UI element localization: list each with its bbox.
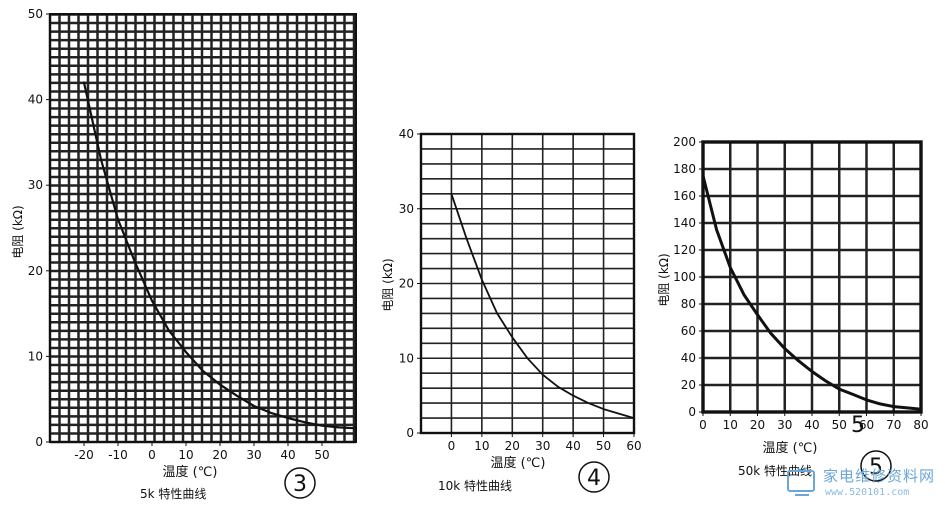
x-tick-label: -10 — [108, 448, 128, 462]
y-tick-label: 20 — [681, 378, 696, 392]
x-tick-label: 10 — [178, 448, 193, 462]
series-line — [450, 192, 635, 419]
y-tick-label: 60 — [681, 324, 696, 338]
x-tick-label: 0 — [148, 448, 156, 462]
y-tick-label: 160 — [673, 189, 696, 203]
y-tick-label: 100 — [673, 270, 696, 284]
chart-number: 5 — [869, 455, 883, 480]
x-tick-label: 20 — [505, 439, 520, 453]
watermark: 家电维修资料网 www.520101.com — [785, 463, 935, 505]
y-axis-label: 电阻 (kΩ) — [381, 258, 395, 311]
series-line — [701, 174, 923, 411]
x-tick-label: 60 — [626, 439, 641, 453]
y-axis-label: 电阻 (kΩ) — [657, 253, 671, 306]
y-tick-label: 30 — [399, 202, 414, 216]
y-tick-label: 10 — [28, 349, 43, 363]
y-tick-label: 0 — [688, 405, 696, 419]
chart-2: 0 10 20 30 40 0 10 20 30 40 50 60 温度 (℃) 电阻 (kΩ) 10k 特… — [381, 127, 642, 493]
x-tick-label: 10 — [723, 418, 738, 432]
chart-number: 3 — [293, 472, 307, 497]
x-axis-label: 温度 (℃) — [763, 440, 818, 456]
y-tick-label: 20 — [399, 277, 414, 291]
series-line — [82, 81, 358, 430]
y-axis-label: 电阻 (kΩ) — [11, 205, 25, 258]
x-tick-label: 50 — [596, 439, 611, 453]
x-tick-label: 30 — [246, 448, 261, 462]
y-tick-label: 20 — [28, 264, 43, 278]
x-tick-label: 40 — [566, 439, 581, 453]
number-circle — [578, 461, 610, 493]
chart-caption: 50k 特性曲线 — [738, 463, 812, 478]
x-axis-label: 温度 (℃) — [163, 464, 218, 480]
x-tick-label: 60 — [859, 418, 874, 432]
x-tick-label: 20 — [750, 418, 765, 432]
x-tick-label: 30 — [535, 439, 550, 453]
chart-1: 0 10 20 30 40 50 -20 -10 0 10 20 30 40 50 温度 (℃) 电阻 (kΩ… — [11, 7, 358, 501]
x-tick-label: 80 — [913, 418, 928, 432]
y-tick-label: 40 — [399, 127, 414, 141]
number-circle — [284, 467, 316, 499]
x-tick-label: 50 — [832, 418, 847, 432]
y-tick-label: 30 — [28, 178, 43, 192]
x-tick-label: 0 — [448, 439, 456, 453]
y-tick-label: 120 — [673, 243, 696, 257]
x-tick-label: 30 — [777, 418, 792, 432]
watermark-text: 家电维修资料网 — [823, 467, 936, 485]
number-circle — [860, 450, 892, 482]
x-tick-label: -20 — [74, 448, 94, 462]
chart-caption: 5k 特性曲线 — [140, 486, 206, 501]
plot-frame — [49, 13, 357, 443]
y-tick-label: 80 — [681, 297, 696, 311]
tv-logo-icon — [787, 467, 815, 496]
x-tick-label: 10 — [474, 439, 489, 453]
y-tick-label: 180 — [673, 162, 696, 176]
y-tick-label: 50 — [28, 7, 43, 21]
y-tick-label: 40 — [681, 351, 696, 365]
x-tick-label: 40 — [804, 418, 819, 432]
chart-3: 0 20 40 60 80 100 120 140 160 180 200 0 10 20 30 40 50 60… — [657, 135, 929, 482]
y-tick-label: 0 — [35, 435, 43, 449]
x-tick-label: 20 — [212, 448, 227, 462]
y-tick-label: 10 — [399, 351, 414, 365]
y-tick-label: 40 — [28, 93, 43, 107]
chart-number: 4 — [587, 466, 601, 491]
x-tick-label: 0 — [699, 418, 707, 432]
x-tick-label: 70 — [886, 418, 901, 432]
watermark-url: www.520101.com — [825, 487, 910, 498]
x-tick-label: 40 — [280, 448, 295, 462]
y-tick-label: 200 — [673, 135, 696, 149]
extra-number-label: 5 — [851, 413, 865, 438]
x-tick-label: 50 — [314, 448, 329, 462]
chart-caption: 10k 特性曲线 — [438, 478, 512, 493]
x-axis-label: 温度 (℃) — [491, 455, 546, 471]
y-tick-label: 140 — [673, 216, 696, 230]
y-tick-label: 0 — [406, 426, 414, 440]
